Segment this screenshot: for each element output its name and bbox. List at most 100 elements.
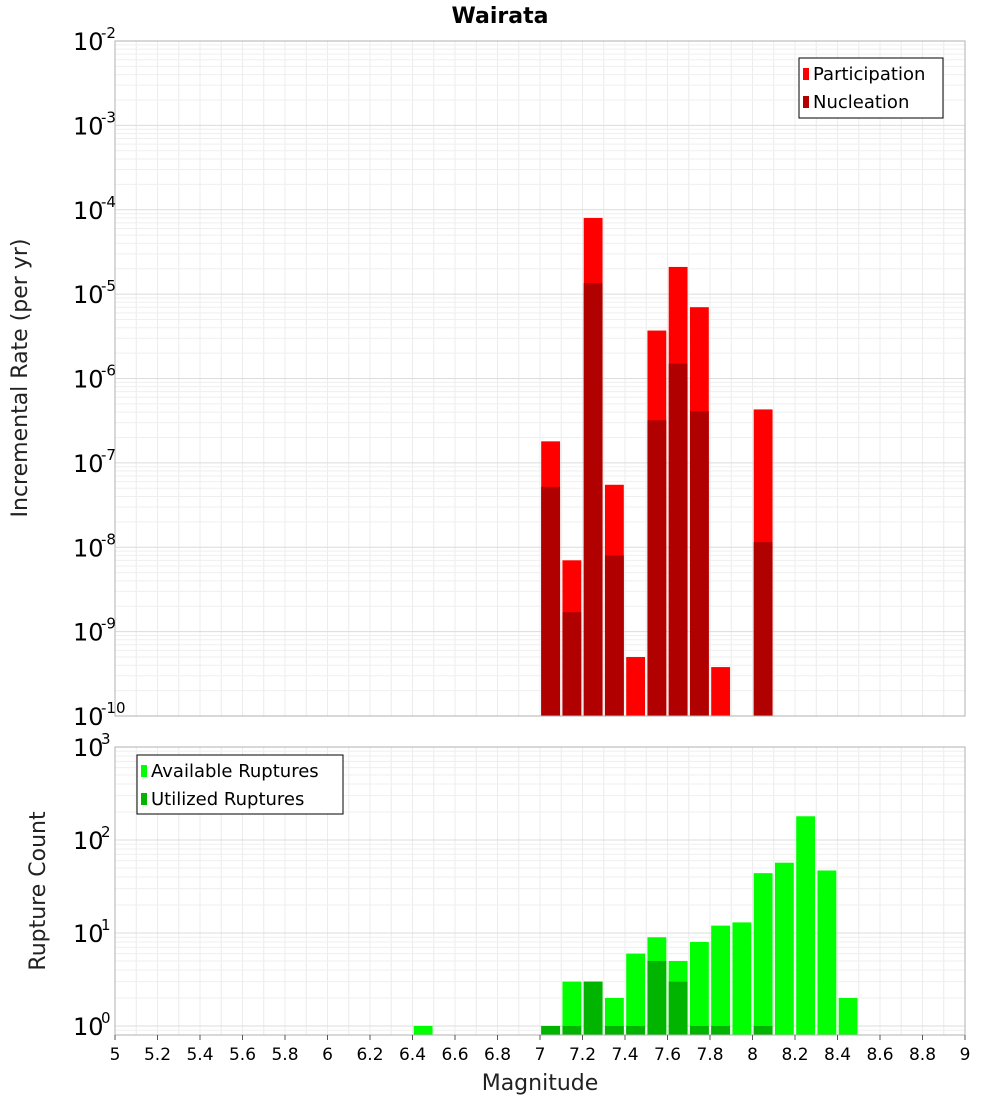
available-ruptures-bar	[562, 981, 582, 1035]
y-tick-exponent: -6	[101, 362, 116, 380]
y-tick-label: 10	[73, 112, 104, 140]
x-tick-label: 6.2	[356, 1045, 383, 1065]
available-ruptures-bar	[711, 925, 731, 1035]
legend-label: Utilized Ruptures	[151, 789, 304, 810]
y-tick-exponent: -2	[101, 24, 116, 42]
y-tick-exponent: 2	[101, 823, 111, 841]
x-tick-label: 5.2	[144, 1045, 171, 1065]
y-tick-exponent: 0	[101, 1009, 111, 1027]
utilized-ruptures-bar	[626, 1025, 646, 1035]
y-tick-label: 10	[73, 703, 104, 731]
y-tick-exponent: -10	[101, 699, 126, 717]
nucleation-bar	[647, 420, 667, 716]
bottom-legend: Available Ruptures Utilized Ruptures	[136, 754, 344, 815]
legend-swatch	[141, 765, 147, 777]
utilized-ruptures-bar	[753, 1025, 773, 1035]
x-tick-label: 7.4	[611, 1045, 638, 1065]
available-ruptures-bar	[774, 862, 794, 1035]
y-tick-exponent: -4	[101, 193, 116, 211]
legend-label: Participation	[813, 64, 925, 85]
y-tick-label: 10	[73, 534, 104, 562]
participation-bar	[711, 667, 731, 716]
available-ruptures-bar	[689, 942, 709, 1035]
x-tick-label: 6.6	[441, 1045, 468, 1065]
y-tick-exponent: 3	[101, 730, 111, 748]
top-grid	[114, 40, 966, 717]
y-tick-label: 10	[73, 619, 104, 647]
nucleation-bar	[541, 486, 561, 716]
available-ruptures-bar	[626, 953, 646, 1035]
bottom-grid	[114, 746, 966, 1036]
y-tick-label: 10	[73, 450, 104, 478]
nucleation-bar	[583, 283, 603, 716]
legend-label: Available Ruptures	[151, 761, 319, 782]
y-tick-label: 10	[73, 28, 104, 56]
legend-swatch	[803, 68, 809, 80]
available-ruptures-bar	[604, 997, 624, 1035]
legend-label: Nucleation	[813, 92, 909, 113]
y-tick-exponent: -5	[101, 277, 116, 295]
chart-title: Wairata	[452, 4, 549, 29]
x-tick-label: 8.2	[781, 1045, 808, 1065]
x-tick-label: 6.8	[484, 1045, 511, 1065]
available-ruptures-bar	[413, 1025, 433, 1035]
x-tick-label: 7.6	[654, 1045, 681, 1065]
y-tick-label: 10	[73, 197, 104, 225]
utilized-ruptures-bar	[541, 1025, 561, 1035]
x-tick-label: 7.2	[569, 1045, 596, 1065]
top-bars	[541, 217, 773, 716]
x-tick-label: 5	[110, 1045, 121, 1065]
legend-box	[798, 57, 944, 119]
utilized-ruptures-bar	[583, 981, 603, 1035]
y-tick-label: 10	[73, 1013, 104, 1041]
nucleation-bar	[668, 363, 688, 716]
utilized-ruptures-bar	[689, 1025, 709, 1035]
utilized-ruptures-bar	[711, 1025, 731, 1035]
utilized-ruptures-bar	[562, 1025, 582, 1035]
legend-swatch	[803, 96, 809, 108]
y-tick-label: 10	[73, 827, 104, 855]
y-tick-label: 10	[73, 366, 104, 394]
nucleation-bar	[689, 411, 709, 716]
y-tick-exponent: -7	[101, 446, 116, 464]
x-tick-label: 5.8	[271, 1045, 298, 1065]
participation-bar	[626, 657, 646, 716]
x-tick-label: 8.4	[824, 1045, 851, 1065]
x-tick-label: 7	[535, 1045, 546, 1065]
available-ruptures-bar	[796, 816, 816, 1035]
bottom-y-axis-label: Rupture Count	[26, 811, 51, 971]
x-tick-label: 6	[322, 1045, 333, 1065]
y-tick-exponent: -9	[101, 615, 116, 633]
y-tick-label: 10	[73, 920, 104, 948]
x-axis-label: Magnitude	[482, 1071, 599, 1096]
nucleation-bar	[753, 542, 773, 716]
available-ruptures-bar	[732, 922, 752, 1035]
legend-swatch	[141, 793, 147, 805]
x-tick-label: 9	[960, 1045, 971, 1065]
top-plot-border	[114, 40, 966, 717]
nucleation-bar	[604, 555, 624, 716]
available-ruptures-bar	[753, 873, 773, 1035]
y-tick-exponent: -8	[101, 530, 116, 548]
x-tick-label: 5.6	[229, 1045, 256, 1065]
x-tick-label: 5.4	[186, 1045, 213, 1065]
utilized-ruptures-bar	[668, 981, 688, 1035]
bottom-bars	[413, 816, 858, 1035]
utilized-ruptures-bar	[647, 960, 667, 1035]
top-legend: Participation Nucleation	[798, 57, 944, 119]
y-tick-label: 10	[73, 734, 104, 762]
x-tick-label: 8	[747, 1045, 758, 1065]
x-tick-label: 8.8	[909, 1045, 936, 1065]
top-y-axis-label: Incremental Rate (per yr)	[8, 239, 33, 518]
available-ruptures-bar	[817, 870, 837, 1035]
x-tick-label: 7.8	[696, 1045, 723, 1065]
x-tick-label: 6.4	[399, 1045, 426, 1065]
x-ticks: 5 5.2 5.4 5.6 5.8 6 6.2 6.4 6.6 6.8 7 7.2 7.4 7.6 7.8 8…	[110, 1035, 971, 1065]
nucleation-bar	[562, 612, 582, 716]
y-tick-label: 10	[73, 281, 104, 309]
